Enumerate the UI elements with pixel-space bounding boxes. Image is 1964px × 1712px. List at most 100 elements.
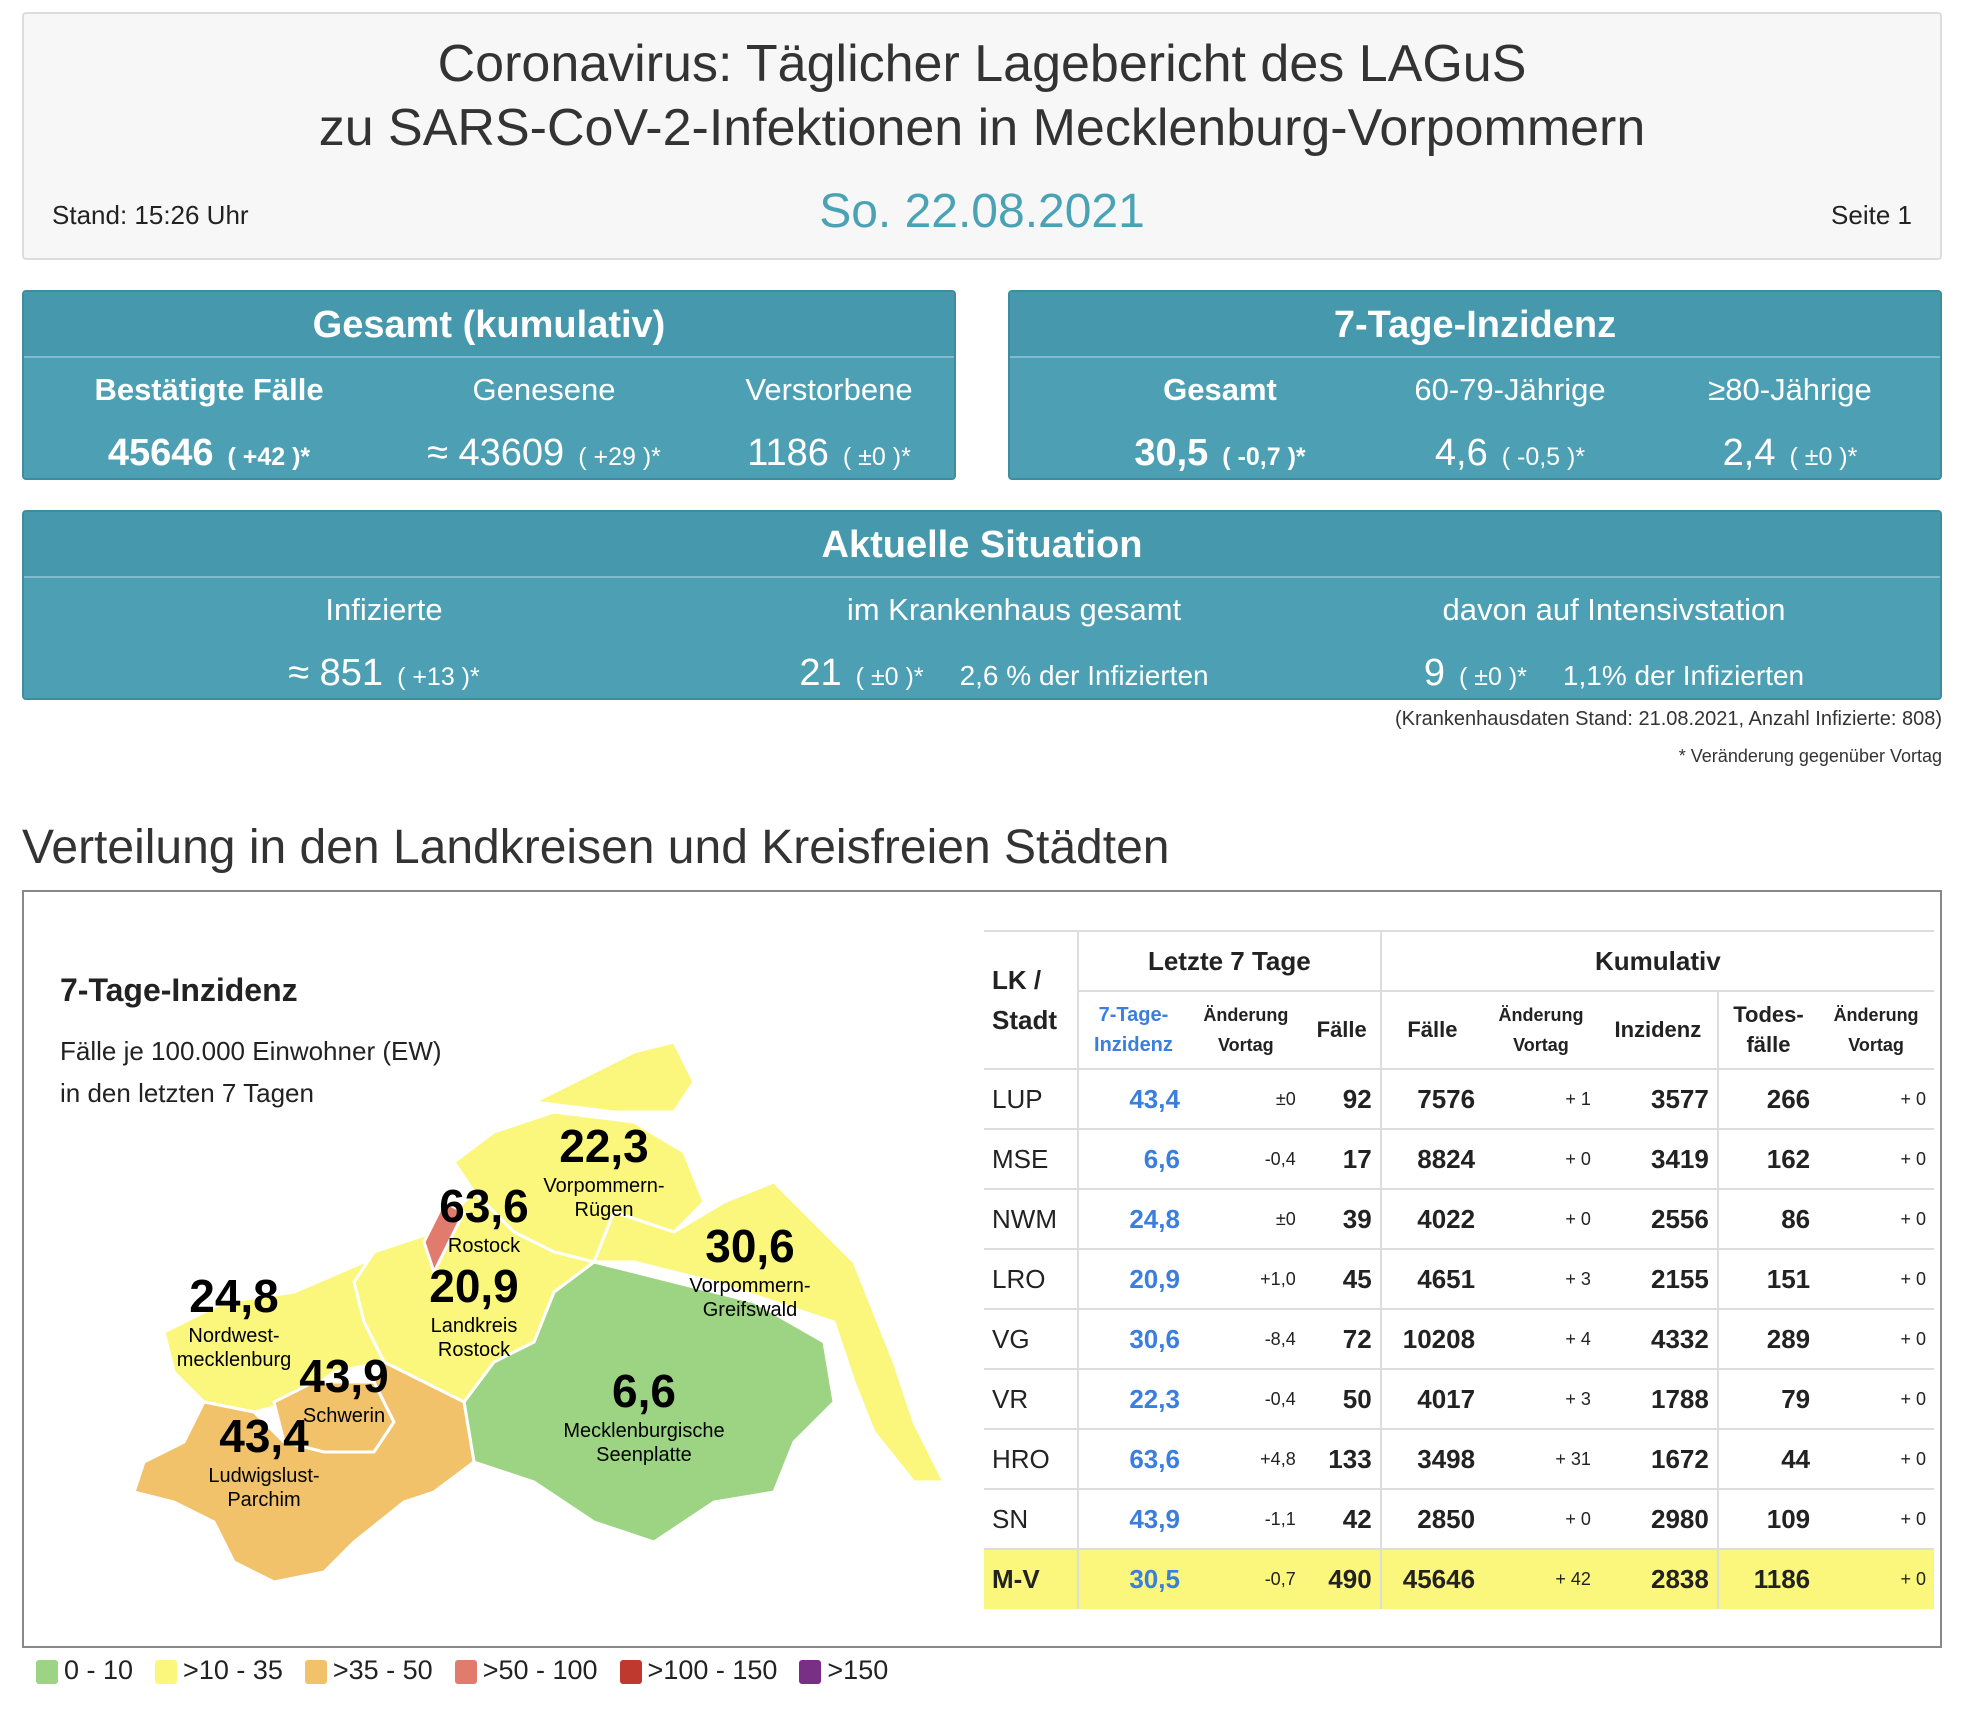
legend-label: >150 (827, 1655, 889, 1685)
delta: ( -0,5 )* (1501, 443, 1586, 471)
cell-aenderung: -0,4 (1187, 1368, 1304, 1429)
region-value: 24,8 (189, 1270, 279, 1322)
cell-inzidenz: 3577 (1598, 1068, 1718, 1129)
cell-aenderung-kum: + 0 (1483, 1128, 1599, 1189)
cell-district: HRO (984, 1428, 1078, 1489)
cell-inzidenz7: 43,9 (1077, 1488, 1188, 1549)
cell-inzidenz7: 20,9 (1077, 1248, 1188, 1309)
cell-faelle: 4022 (1379, 1188, 1484, 1249)
cell-aenderung-kum: + 3 (1483, 1368, 1599, 1429)
value: ≈ 851 (288, 652, 384, 694)
cell-aenderung: ±0 (1187, 1188, 1304, 1249)
region-name: Vorpommern- (543, 1175, 664, 1197)
aktuell-box: Aktuelle Situation Infizierte ≈ 851 ( +13 … (22, 510, 1942, 700)
cell-faelle: 2850 (1379, 1488, 1484, 1549)
cell-aenderung-kum: + 4 (1483, 1308, 1599, 1369)
cell-inzidenz: 2556 (1598, 1188, 1718, 1249)
cell-inzidenz7: 63,6 (1077, 1428, 1188, 1489)
label: im Krankenhaus gesamt (846, 592, 1182, 627)
label: Bestätigte Fälle (94, 372, 324, 407)
cell-aenderung-kum: + 0 (1483, 1188, 1599, 1249)
region-name: Mecklenburgische (563, 1420, 724, 1442)
cell-aenderung-tod: + 0 (1818, 1068, 1934, 1129)
cell-aenderung-tod: + 0 (1818, 1308, 1934, 1369)
section-title: Verteilung in den Landkreisen und Kreisf… (22, 821, 1170, 874)
region-name: Seenplatte (596, 1444, 692, 1466)
legend-swatch (36, 1659, 58, 1684)
stat-krankenhaus: im Krankenhaus gesamt 21 ( ±0 )* 2,6 % der … (744, 590, 1264, 695)
cell-faelle7: 92 (1303, 1068, 1381, 1129)
cell-todesfaelle: 1186 (1716, 1548, 1819, 1609)
cell-faelle7: 133 (1303, 1428, 1381, 1489)
region-name: Rostock (438, 1339, 511, 1361)
legend-label: >10 - 35 (183, 1655, 283, 1685)
map-title: 7-Tage-Inzidenz (60, 972, 298, 1008)
distribution-panel: 7-Tage-Inzidenz Fälle je 100.000 Einwohn… (22, 890, 1942, 1648)
legend-label: >35 - 50 (332, 1655, 433, 1685)
legend-swatch (304, 1659, 327, 1684)
cell-faelle: 4651 (1379, 1248, 1484, 1309)
map-subtitle: Fälle je 100.000 Einwohner (EW) in den le… (60, 1030, 442, 1114)
label: Gesamt (1163, 372, 1277, 407)
cell-inzidenz: 2838 (1598, 1548, 1718, 1609)
region-value: 43,9 (299, 1350, 389, 1402)
delta: ( +13 )* (397, 663, 480, 691)
table-row: LRO 20,9 +1,0 45 4651 + 3 2155 151 + 0 (984, 1248, 1934, 1309)
cell-aenderung-tod: + 0 (1818, 1248, 1934, 1309)
region-vorpommern-greifswald[interactable] (591, 1180, 947, 1484)
region-value: 22,3 (559, 1120, 649, 1172)
cell-faelle: 45646 (1379, 1548, 1484, 1609)
cell-inzidenz7: 30,6 (1077, 1308, 1188, 1369)
col-lk: LK / Stadt (984, 930, 1078, 1069)
table-row: MSE 6,6 -0,4 17 8824 + 0 3419 162 + 0 (984, 1128, 1934, 1189)
cell-faelle: 4017 (1379, 1368, 1484, 1429)
col-todesfaelle: Todes-fälle (1716, 990, 1819, 1069)
region-name: Ludwigslust- (208, 1465, 319, 1487)
value: ≈ 43609 (427, 432, 565, 474)
region-rostock[interactable] (422, 1199, 467, 1276)
table-row: M-V 30,5 -0,7 490 45646 + 42 2838 1186 + 0 (984, 1548, 1934, 1609)
inzidenz-box: 7-Tage-Inzidenz Gesamt 30,5 ( -0,7 )* 60-7… (1008, 290, 1942, 480)
region-ludwigslust-parchim[interactable] (132, 1359, 476, 1582)
report-header: Coronavirus: Täglicher Lagebericht des L… (22, 12, 1942, 260)
stat-inz-60-79: 60-79-Jährige 4,6 ( -0,5 )* (1360, 370, 1660, 475)
delta: ( ±0 )* (1789, 443, 1858, 471)
cell-faelle7: 42 (1303, 1488, 1381, 1549)
cell-aenderung: -1,1 (1187, 1488, 1304, 1549)
cell-aenderung-tod: + 0 (1818, 1128, 1934, 1189)
report-date: So. 22.08.2021 (819, 185, 1145, 238)
cell-faelle: 10208 (1379, 1308, 1484, 1369)
col-group-kumulativ: Kumulativ (1379, 930, 1934, 991)
hospital-note: (Krankenhausdaten Stand: 21.08.2021, Anz… (1394, 708, 1942, 730)
legend-swatch (619, 1659, 642, 1684)
cell-inzidenz: 4332 (1598, 1308, 1718, 1369)
legend-item: >35 - 50 (304, 1655, 433, 1686)
legend-item: >10 - 35 (155, 1655, 283, 1686)
table-row: VR 22,3 -0,4 50 4017 + 3 1788 79 + 0 (984, 1368, 1934, 1429)
col-group-last7: Letzte 7 Tage (1077, 930, 1381, 991)
map-sub2: in den letzten 7 Tagen (60, 1078, 314, 1108)
cell-district: SN (984, 1488, 1078, 1549)
value: 2,4 (1722, 432, 1776, 474)
cell-aenderung: -8,4 (1187, 1308, 1304, 1369)
region-value: 30,6 (705, 1220, 795, 1272)
cell-faelle7: 50 (1303, 1368, 1381, 1429)
region-name: Schwerin (303, 1405, 385, 1427)
cell-inzidenz7: 43,4 (1077, 1068, 1188, 1129)
col-aenderung-tod: Änderung Vortag (1818, 990, 1934, 1069)
delta: ( +42 )* (227, 443, 311, 471)
district-table: LK / Stadt Letzte 7 Tage Kumulativ 7-Tage… (984, 930, 1934, 1609)
gesamt-box: Gesamt (kumulativ) Bestätigte Fälle 45646… (22, 290, 956, 480)
value: 1186 (747, 432, 829, 474)
region-name: Landkreis (431, 1315, 518, 1337)
aktuell-title: Aktuelle Situation (24, 512, 1940, 578)
percent: 1,1% der Infizierten (1562, 660, 1805, 691)
region-name: mecklenburg (177, 1349, 292, 1371)
delta: ( ±0 )* (842, 443, 911, 471)
legend-swatch (454, 1659, 477, 1684)
cell-aenderung-kum: + 42 (1483, 1548, 1599, 1609)
col-inzidenz7: 7-Tage- Inzidenz (1077, 990, 1188, 1069)
region-name: Rostock (448, 1235, 521, 1257)
value: 9 (1423, 652, 1445, 694)
region-name: Greifswald (703, 1299, 797, 1321)
